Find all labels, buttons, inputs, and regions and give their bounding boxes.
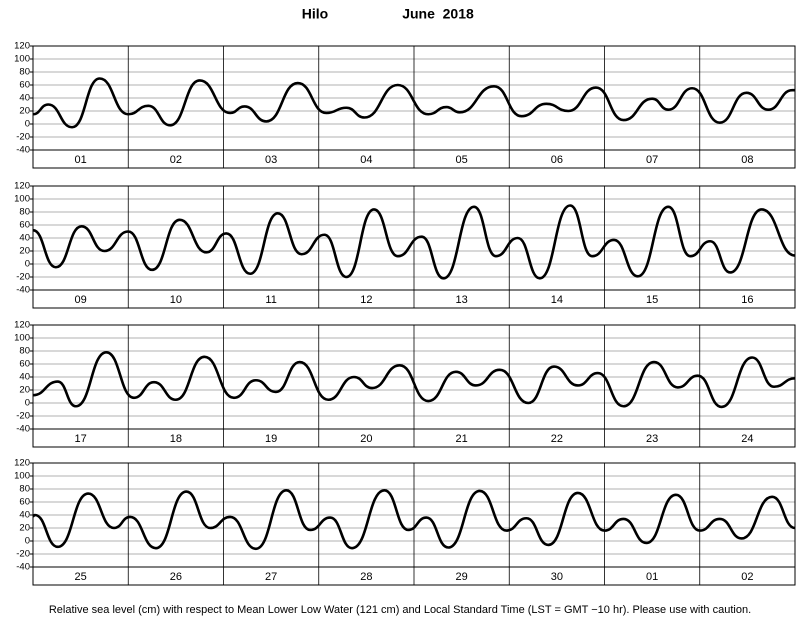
day-label: 02 [741, 571, 753, 583]
y-tick-label: -40 [16, 285, 30, 296]
day-label: 07 [646, 154, 658, 166]
day-label: 23 [646, 433, 658, 445]
tide-curve [32, 351, 796, 409]
panel-frame [32, 45, 796, 169]
tide-curve [32, 77, 795, 129]
day-label: 06 [551, 154, 563, 166]
y-tick-label: 40 [19, 372, 30, 383]
day-label: 13 [456, 294, 468, 306]
y-tick-label: 0 [25, 119, 30, 130]
y-tick-label: 120 [14, 181, 30, 192]
day-label: 26 [170, 571, 182, 583]
day-label: 24 [741, 433, 753, 445]
day-label: 27 [265, 571, 277, 583]
y-tick-label: 40 [19, 233, 30, 244]
y-tick-label: -20 [16, 411, 30, 422]
y-tick-label: 100 [14, 194, 30, 205]
day-label: 02 [170, 154, 182, 166]
day-label: 01 [75, 154, 87, 166]
day-label: 21 [456, 433, 468, 445]
caption: Relative sea level (cm) with respect to … [49, 604, 751, 616]
panel-frame [32, 462, 796, 586]
y-tick-label: 100 [14, 54, 30, 65]
y-tick-label: 120 [14, 320, 30, 331]
day-label: 04 [360, 154, 372, 166]
y-tick-label: 80 [19, 346, 30, 357]
tide-curve [32, 489, 796, 551]
day-label: 01 [646, 571, 658, 583]
y-tick-label: 60 [19, 220, 30, 231]
day-label: 08 [741, 154, 753, 166]
y-tick-label: 40 [19, 510, 30, 521]
y-tick-label: 120 [14, 41, 30, 52]
y-tick-label: 80 [19, 207, 30, 218]
y-tick-label: -40 [16, 145, 30, 156]
day-label: 25 [75, 571, 87, 583]
y-tick-label: 100 [14, 333, 30, 344]
day-label: 10 [170, 294, 182, 306]
day-label: 16 [741, 294, 753, 306]
panel-frame [32, 185, 796, 309]
y-tick-label: -40 [16, 562, 30, 573]
day-label: 15 [646, 294, 658, 306]
day-label: 30 [551, 571, 563, 583]
y-tick-label: -40 [16, 424, 30, 435]
day-label: 05 [456, 154, 468, 166]
y-tick-label: 60 [19, 497, 30, 508]
day-label: 17 [75, 433, 87, 445]
tide-curve [32, 204, 796, 280]
day-label: 19 [265, 433, 277, 445]
y-tick-label: -20 [16, 272, 30, 283]
y-tick-label: 0 [25, 259, 30, 270]
day-label: 29 [456, 571, 468, 583]
day-label: 12 [360, 294, 372, 306]
y-tick-label: 20 [19, 385, 30, 396]
day-label: 14 [551, 294, 563, 306]
y-tick-label: 100 [14, 471, 30, 482]
day-label: 22 [551, 433, 563, 445]
y-tick-label: 80 [19, 484, 30, 495]
y-tick-label: 120 [14, 458, 30, 469]
y-tick-label: 60 [19, 359, 30, 370]
y-tick-label: 20 [19, 106, 30, 117]
day-label: 20 [360, 433, 372, 445]
y-tick-label: 20 [19, 246, 30, 257]
day-label: 09 [75, 294, 87, 306]
day-label: 11 [265, 294, 276, 306]
month-title: June 2018 [402, 6, 474, 22]
station-title: Hilo [302, 6, 328, 22]
y-tick-label: -20 [16, 549, 30, 560]
y-tick-label: 20 [19, 523, 30, 534]
day-label: 28 [360, 571, 372, 583]
day-label: 03 [265, 154, 277, 166]
y-tick-label: 0 [25, 536, 30, 547]
y-tick-label: 40 [19, 93, 30, 104]
y-tick-label: 0 [25, 398, 30, 409]
panel-frame [32, 324, 796, 448]
y-tick-label: 80 [19, 67, 30, 78]
y-tick-label: 60 [19, 80, 30, 91]
day-label: 18 [170, 433, 182, 445]
y-tick-label: -20 [16, 132, 30, 143]
